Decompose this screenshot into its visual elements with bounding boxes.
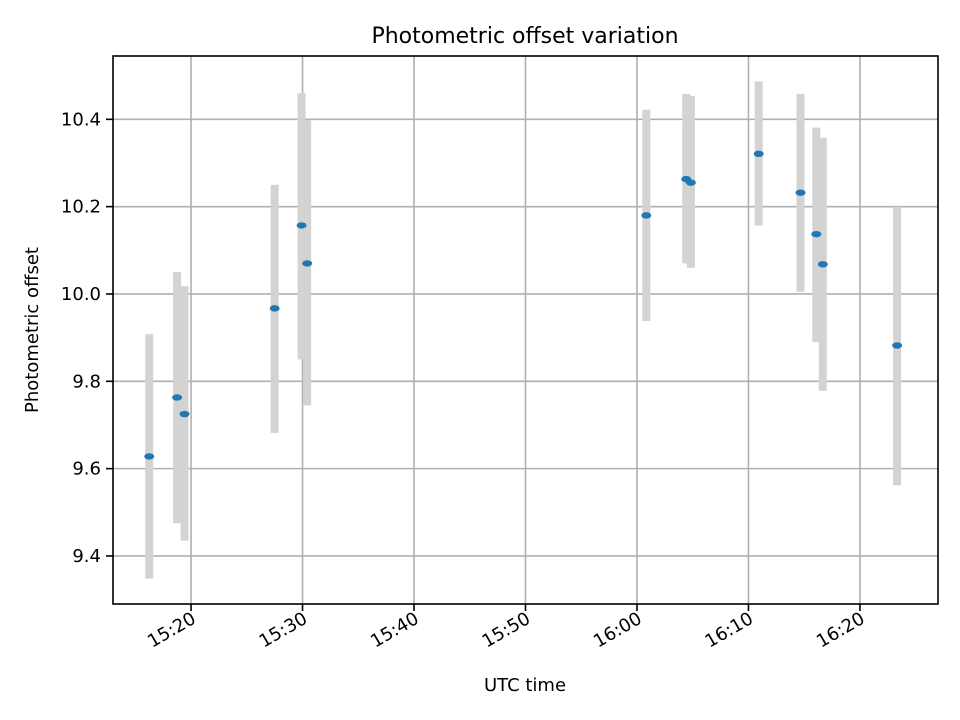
data-point bbox=[811, 230, 822, 238]
data-point bbox=[685, 179, 696, 186]
y-axis-title: Photometric offset bbox=[22, 247, 43, 413]
chart-title: Photometric offset variation bbox=[371, 24, 678, 49]
y-tick-label: 10.4 bbox=[61, 109, 101, 130]
data-point bbox=[817, 261, 828, 268]
data-point bbox=[753, 150, 764, 158]
data-point bbox=[269, 305, 280, 312]
y-tick-label: 10.2 bbox=[61, 197, 101, 218]
data-point bbox=[641, 212, 652, 219]
y-tick-label: 9.8 bbox=[72, 371, 101, 392]
y-tick-label: 9.6 bbox=[72, 459, 101, 480]
data-point bbox=[172, 394, 183, 401]
y-tick-label: 9.4 bbox=[72, 546, 101, 567]
y-tick-label: 10.0 bbox=[61, 284, 101, 305]
y-axis-ticks: 9.4 9.6 9.8 10.0 10.2 10.4 bbox=[61, 109, 113, 567]
data-point bbox=[179, 410, 190, 418]
data-point bbox=[144, 453, 155, 460]
data-points bbox=[144, 150, 903, 460]
data-point bbox=[296, 222, 307, 229]
x-axis-title: UTC time bbox=[484, 675, 566, 696]
data-point bbox=[892, 342, 903, 349]
data-point bbox=[302, 260, 313, 267]
data-point bbox=[795, 189, 806, 196]
